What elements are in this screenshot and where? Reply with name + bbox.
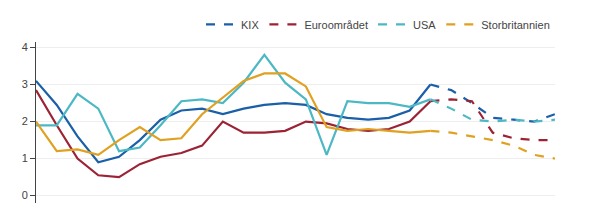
svg-text:0: 0: [22, 189, 28, 201]
svg-text:USA: USA: [413, 19, 436, 31]
svg-text:Storbritannien: Storbritannien: [481, 19, 550, 31]
svg-text:4: 4: [22, 41, 28, 53]
svg-text:1: 1: [22, 152, 28, 164]
svg-text:3: 3: [22, 78, 28, 90]
svg-text:KIX: KIX: [241, 19, 259, 31]
svg-text:Euroområdet: Euroområdet: [304, 19, 368, 31]
svg-text:2: 2: [22, 115, 28, 127]
